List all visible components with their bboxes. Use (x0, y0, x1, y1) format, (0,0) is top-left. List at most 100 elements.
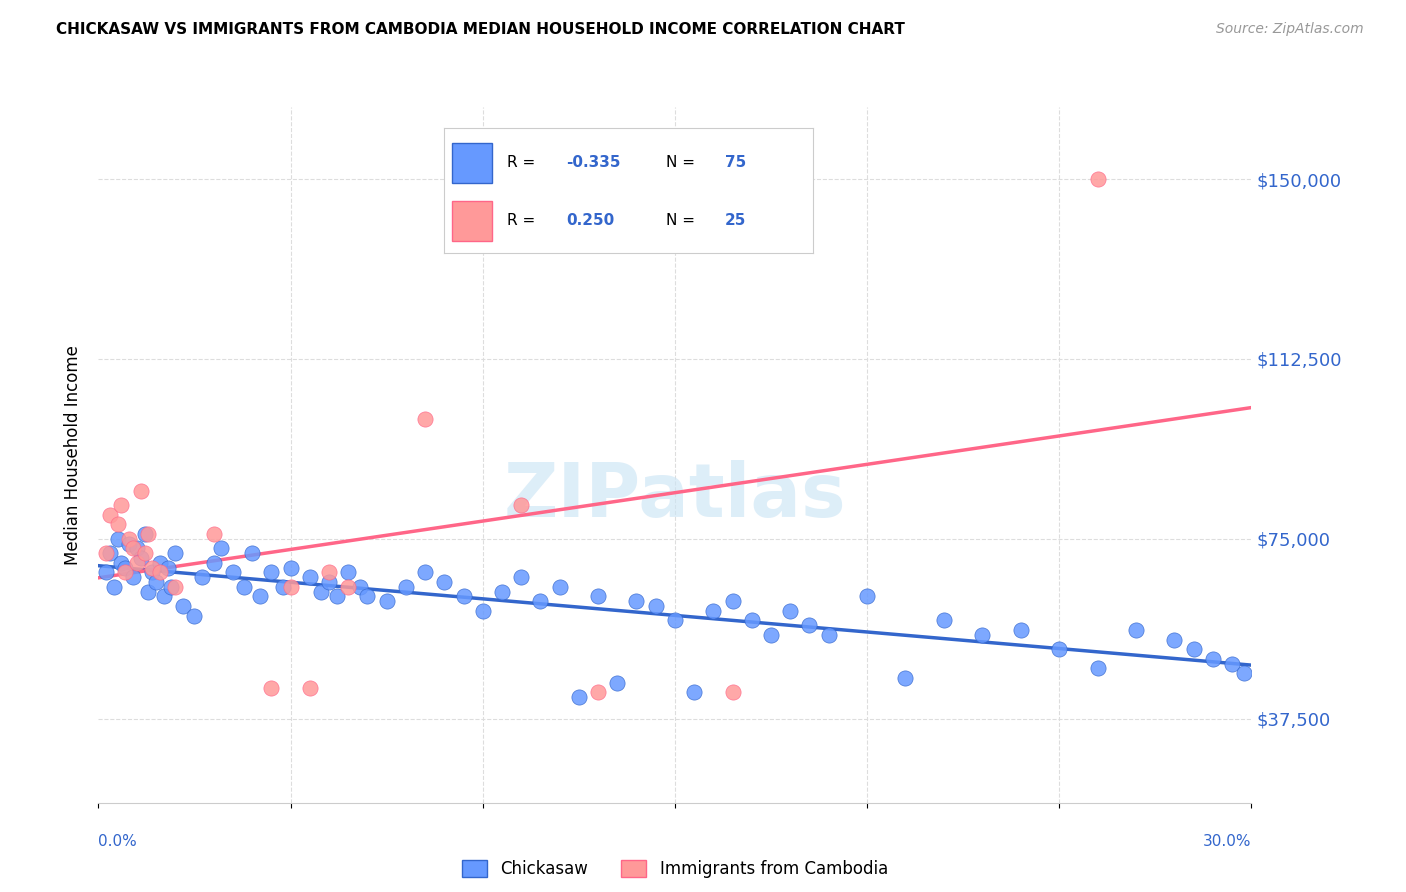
Text: ZIPatlas: ZIPatlas (503, 460, 846, 533)
Text: Source: ZipAtlas.com: Source: ZipAtlas.com (1216, 22, 1364, 37)
Point (606, 676, 628, 690)
Point (114, 566, 136, 580)
Point (318, 566, 340, 580)
Point (779, 604, 801, 618)
Point (145, 575, 167, 590)
Point (433, 575, 456, 590)
Point (817, 628, 839, 642)
Point (160, 580, 183, 594)
Point (568, 690, 591, 705)
Point (138, 527, 160, 541)
Point (125, 556, 148, 570)
Point (152, 590, 174, 604)
Point (129, 483, 152, 498)
Point (141, 566, 163, 580)
Point (702, 604, 724, 618)
Point (122, 541, 145, 556)
Point (249, 590, 271, 604)
Point (741, 614, 763, 628)
Point (375, 594, 398, 608)
Point (298, 681, 321, 695)
Point (491, 584, 513, 599)
Point (202, 527, 225, 541)
Y-axis label: Median Household Income: Median Household Income (65, 345, 83, 565)
Point (413, 412, 436, 426)
Point (510, 498, 533, 512)
Text: 0.0%: 0.0% (98, 834, 138, 849)
Point (134, 546, 156, 560)
Point (1163, 632, 1185, 647)
Point (1047, 642, 1070, 657)
Point (1087, 172, 1109, 186)
Point (118, 537, 141, 551)
Point (586, 685, 609, 699)
Point (122, 570, 145, 584)
Point (191, 570, 214, 584)
Point (134, 527, 156, 541)
Point (209, 541, 232, 556)
Point (548, 580, 571, 594)
Point (799, 618, 821, 632)
Point (149, 566, 172, 580)
Point (138, 584, 160, 599)
Point (721, 594, 744, 608)
Point (1233, 666, 1256, 681)
Point (125, 541, 148, 556)
Point (932, 614, 955, 628)
Point (683, 685, 706, 699)
Point (165, 546, 187, 560)
Point (233, 580, 256, 594)
Point (107, 517, 129, 532)
Point (165, 580, 187, 594)
Text: CHICKASAW VS IMMIGRANTS FROM CAMBODIA MEDIAN HOUSEHOLD INCOME CORRELATION CHART: CHICKASAW VS IMMIGRANTS FROM CAMBODIA ME… (56, 22, 905, 37)
Point (280, 580, 302, 594)
Point (94, 546, 117, 560)
Point (395, 580, 418, 594)
Point (349, 580, 371, 594)
Point (98, 508, 121, 522)
Point (721, 685, 744, 699)
Point (103, 580, 125, 594)
Point (644, 599, 666, 613)
Point (110, 498, 132, 512)
Point (271, 580, 294, 594)
Point (98, 546, 121, 560)
Point (1182, 642, 1205, 657)
Point (202, 556, 225, 570)
Point (1125, 623, 1147, 637)
Point (183, 608, 205, 623)
Point (325, 590, 347, 604)
Point (972, 628, 994, 642)
Point (280, 560, 302, 574)
Point (759, 628, 782, 642)
Point (110, 556, 132, 570)
Point (664, 614, 686, 628)
Point (1010, 623, 1032, 637)
Point (471, 604, 494, 618)
Point (156, 560, 179, 574)
Text: 30.0%: 30.0% (1204, 834, 1251, 849)
Point (172, 599, 194, 613)
Point (894, 671, 917, 685)
Point (129, 551, 152, 566)
Point (222, 566, 245, 580)
Legend: Chickasaw, Immigrants from Cambodia: Chickasaw, Immigrants from Cambodia (456, 854, 894, 885)
Point (240, 546, 263, 560)
Point (118, 532, 141, 546)
Point (114, 560, 136, 574)
Point (318, 575, 340, 590)
Point (1087, 661, 1109, 675)
Point (298, 570, 321, 584)
Point (337, 580, 360, 594)
Point (586, 590, 609, 604)
Point (149, 556, 172, 570)
Point (337, 566, 360, 580)
Point (260, 681, 283, 695)
Point (141, 560, 163, 574)
Point (1220, 657, 1243, 671)
Point (413, 566, 436, 580)
Point (94, 566, 117, 580)
Point (453, 590, 475, 604)
Point (107, 532, 129, 546)
Point (1202, 652, 1225, 666)
